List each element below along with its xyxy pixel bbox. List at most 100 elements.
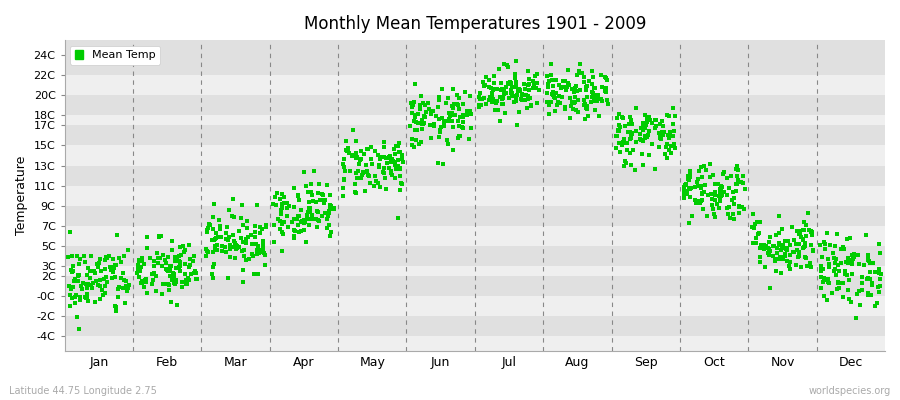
Point bbox=[510, 91, 525, 98]
Point bbox=[496, 95, 510, 102]
Point bbox=[694, 163, 708, 170]
Point bbox=[837, 245, 851, 252]
Point bbox=[613, 124, 627, 130]
Point bbox=[505, 92, 519, 98]
Point bbox=[163, 268, 177, 274]
Point bbox=[176, 249, 191, 256]
Point bbox=[698, 182, 712, 188]
Point bbox=[841, 254, 855, 261]
Point bbox=[103, 264, 117, 270]
Point bbox=[148, 288, 163, 294]
Point bbox=[415, 126, 429, 132]
Point bbox=[70, 272, 85, 278]
Point bbox=[599, 77, 614, 84]
Point bbox=[322, 210, 337, 217]
Point bbox=[872, 266, 886, 272]
Point bbox=[485, 90, 500, 96]
Point bbox=[636, 138, 651, 145]
Point bbox=[325, 205, 339, 211]
Point bbox=[691, 183, 706, 190]
Point bbox=[862, 276, 877, 282]
Point bbox=[663, 129, 678, 135]
Point bbox=[520, 96, 535, 102]
Point bbox=[117, 253, 131, 259]
Point bbox=[453, 114, 467, 120]
Point bbox=[298, 219, 312, 226]
Point bbox=[456, 114, 471, 120]
Point bbox=[649, 123, 663, 130]
Point bbox=[541, 80, 555, 87]
Point bbox=[441, 94, 455, 101]
Point bbox=[452, 133, 466, 139]
Point bbox=[820, 230, 834, 236]
Point bbox=[405, 102, 419, 108]
Point bbox=[662, 133, 676, 140]
Point bbox=[683, 194, 698, 200]
Point bbox=[432, 94, 446, 100]
Point bbox=[418, 102, 432, 108]
Point bbox=[803, 260, 817, 266]
Point bbox=[446, 86, 461, 92]
Point bbox=[552, 93, 566, 100]
Point bbox=[872, 241, 886, 247]
Point bbox=[852, 301, 867, 308]
Point bbox=[633, 136, 647, 143]
Point bbox=[456, 100, 471, 107]
Point bbox=[433, 128, 447, 135]
Point bbox=[164, 263, 178, 270]
Point bbox=[170, 302, 184, 308]
Point bbox=[716, 170, 731, 177]
Point bbox=[817, 275, 832, 282]
Point bbox=[736, 173, 751, 179]
Point bbox=[581, 78, 596, 84]
Point bbox=[752, 259, 767, 266]
Point bbox=[373, 184, 387, 190]
Point bbox=[277, 200, 292, 206]
Point bbox=[654, 136, 669, 143]
Point bbox=[65, 295, 79, 301]
Point bbox=[160, 268, 175, 274]
Point bbox=[240, 218, 255, 224]
Point bbox=[348, 170, 363, 177]
Point bbox=[612, 128, 626, 135]
Point bbox=[410, 120, 425, 126]
Point bbox=[255, 247, 269, 254]
Point bbox=[369, 178, 383, 185]
Point bbox=[93, 256, 107, 262]
Point bbox=[544, 71, 558, 78]
Point bbox=[391, 215, 405, 221]
Point bbox=[645, 120, 660, 126]
Point bbox=[84, 282, 98, 288]
Point bbox=[392, 149, 407, 155]
Point bbox=[81, 298, 95, 304]
Point bbox=[854, 287, 868, 294]
Point bbox=[624, 130, 638, 136]
Point bbox=[695, 174, 709, 180]
Point bbox=[590, 98, 604, 104]
Point bbox=[618, 158, 633, 164]
Point bbox=[323, 203, 338, 209]
Point bbox=[641, 132, 655, 138]
Point bbox=[290, 216, 304, 222]
Point bbox=[599, 85, 614, 92]
Point bbox=[629, 105, 643, 112]
Point bbox=[874, 271, 888, 278]
Point bbox=[104, 266, 119, 272]
Point bbox=[324, 206, 338, 212]
Point bbox=[328, 206, 342, 212]
Point bbox=[437, 122, 452, 129]
Point bbox=[410, 120, 425, 126]
Point bbox=[752, 230, 767, 236]
Point bbox=[791, 228, 806, 235]
Point bbox=[449, 101, 464, 107]
Point bbox=[553, 100, 567, 106]
Point bbox=[463, 136, 477, 142]
Point bbox=[348, 137, 363, 144]
Point bbox=[407, 143, 421, 150]
Point bbox=[494, 101, 508, 108]
Point bbox=[212, 216, 226, 223]
Point bbox=[778, 238, 792, 244]
Point bbox=[232, 244, 247, 250]
Point bbox=[521, 82, 535, 88]
Point bbox=[68, 293, 83, 300]
